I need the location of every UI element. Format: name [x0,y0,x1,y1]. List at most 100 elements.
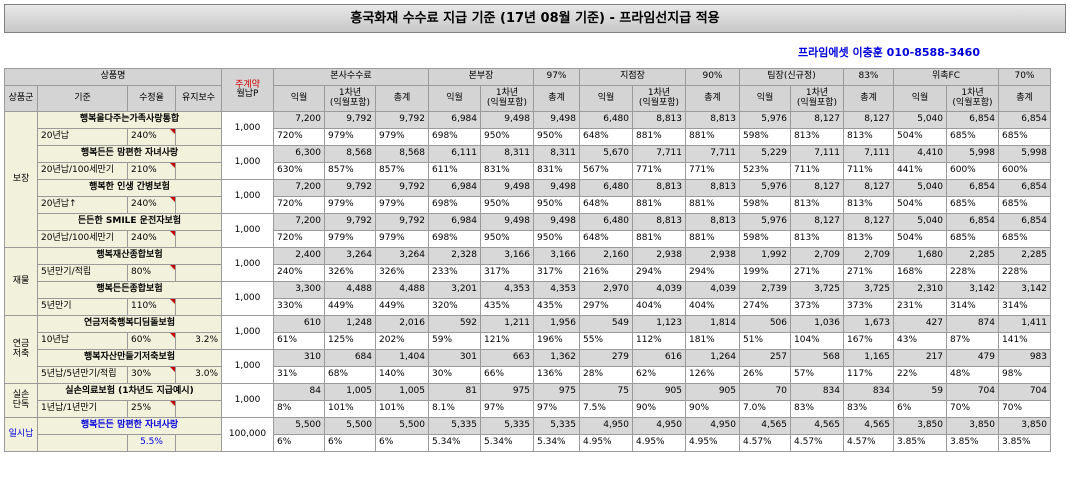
percent-cell: 979% [375,128,429,146]
percent-cell: 698% [428,196,481,214]
amount-cell: 1,956 [533,315,580,333]
percent-cell: 950% [480,128,534,146]
amount-cell: 4,565 [790,417,844,435]
percent-cell: 449% [375,298,429,316]
product-rate: 80% [127,264,176,282]
amount-cell: 2,160 [579,247,633,265]
product-name: 연금저축행복디딤돌보험 [37,315,222,333]
product-basis: 5년납/5년만기/적립 [37,366,128,384]
amount-cell: 5,040 [893,213,947,231]
amount-cell: 3,725 [790,281,844,299]
percent-cell: 121% [480,332,534,350]
percent-cell: 26% [739,366,791,384]
percent-cell: 648% [579,128,633,146]
header-total: 총계 [843,85,894,112]
monthly-premium: 1,000 [221,145,274,180]
percent-cell: 140% [375,366,429,384]
amount-cell: 6,854 [946,213,999,231]
amount-cell: 5,998 [998,145,1051,163]
product-rate: 210% [127,162,176,180]
amount-cell: 3,142 [998,281,1051,299]
product-row-bottom: 5년만기 110% 330% 449% 449% 320% 435% 435% 297% 404%… [5,298,1051,316]
amount-cell: 8,127 [790,111,844,129]
amount-cell: 2,970 [579,281,633,299]
header-team: 팀장(신규정) [739,68,844,86]
percent-cell: 297% [579,298,633,316]
product-maintenance [175,400,222,418]
header-next-month: 익월 [739,85,791,112]
percent-cell: 685% [946,128,999,146]
product-row-bottom: 5년만기/적립 80% 240% 326% 326% 233% 317% 317% 216% 29… [5,264,1051,282]
percent-cell: 228% [998,264,1051,282]
category-pension_top: 연금 저축 [4,315,38,384]
amount-cell: 84 [273,383,325,401]
amount-cell: 9,498 [480,111,534,129]
amount-cell: 704 [946,383,999,401]
amount-cell: 310 [273,349,325,367]
header-first-year-top: 1차년 [647,88,671,99]
amount-cell: 5,500 [375,417,429,435]
header-total: 총계 [685,85,740,112]
percent-cell: 98% [998,366,1051,384]
amount-cell: 8,813 [632,179,686,197]
header-next-month: 익월 [893,85,947,112]
percent-cell: 504% [893,128,947,146]
percent-cell: 4.57% [739,434,791,452]
percent-cell: 97% [480,400,534,418]
header-total: 총계 [375,85,429,112]
header-row-2: 상품군 기준 수정율 유지보수 익월 1차년 (익월포함) 총계 익월 1차년 (익월포함)… [4,85,1051,112]
percent-cell: 598% [739,128,791,146]
percent-cell: 441% [893,162,947,180]
percent-cell: 4.95% [685,434,740,452]
amount-cell: 8,311 [480,145,534,163]
percent-cell: 51% [739,332,791,350]
amount-cell: 975 [480,383,534,401]
amount-cell: 8,568 [375,145,429,163]
amount-cell: 59 [893,383,947,401]
percent-cell: 87% [946,332,999,350]
product-basis [37,434,128,452]
amount-cell: 975 [533,383,580,401]
header-fc: 위촉FC [893,68,999,86]
product-basis: 5년만기/적립 [37,264,128,282]
percent-cell: 611% [428,162,481,180]
amount-cell: 7,200 [273,179,325,197]
amount-cell: 1,814 [685,315,740,333]
percent-cell: 228% [946,264,999,282]
header-criteria: 기준 [37,85,128,112]
header-team-pct: 83% [843,68,894,86]
amount-cell: 1,673 [843,315,894,333]
percent-cell: 813% [843,230,894,248]
header-maintenance: 유지보수 [175,85,222,112]
percent-cell: 950% [533,196,580,214]
amount-cell: 1,404 [375,349,429,367]
header-first-year-bottom: (익월포함) [329,97,371,108]
percent-cell: 711% [843,162,894,180]
amount-cell: 2,709 [843,247,894,265]
percent-cell: 3.85% [998,434,1051,452]
product-row-top: 행복한 인생 간병보험 1,000 7,200 9,792 9,792 6,984 9,49… [5,179,1051,214]
amount-cell: 1,123 [632,315,686,333]
product-row-bottom: 20년납/100세만기 240% 720% 979% 979% 698% 950% 950% 6… [5,230,1051,248]
product-row-bottom: 5.5% 6% 6% 6% 5.34% 5.34% 5.34% 4.95% 4.95% 4.95%… [5,434,1051,452]
percent-cell: 216% [579,264,633,282]
product-maintenance [175,434,222,452]
category-label: 재물 [12,275,30,286]
percent-cell: 881% [632,196,686,214]
product-row-top: 행복든든종합보험 1,000 3,300 4,488 4,488 3,201 4,353 4,… [5,281,1051,316]
product-row-top: 실손 단독 실손의료보험 (1차년도 지급예시) 1,000 84 1,005 1,005 8… [4,383,1051,418]
product-name: 행복한 인생 간병보험 [37,179,222,197]
amount-cell: 8,127 [843,179,894,197]
amount-cell: 9,792 [324,179,376,197]
amount-cell: 6,300 [273,145,325,163]
percent-cell: 6% [893,400,947,418]
percent-cell: 271% [790,264,844,282]
commission-table: 상품명 주계약 월납P 본사수수료 본부장 97% 지점장 90% 팀장(신규정)… [4,68,1051,452]
product-basis: 10년납 [37,332,128,350]
product-row-top: 행복자산만들기저축보험 1,000 310 684 1,404 301 663 1,362 27… [5,349,1051,384]
amount-cell: 1,165 [843,349,894,367]
product-rate: 30% [127,366,176,384]
amount-cell: 1,680 [893,247,947,265]
percent-cell: 57% [790,366,844,384]
amount-cell: 6,854 [998,179,1051,197]
